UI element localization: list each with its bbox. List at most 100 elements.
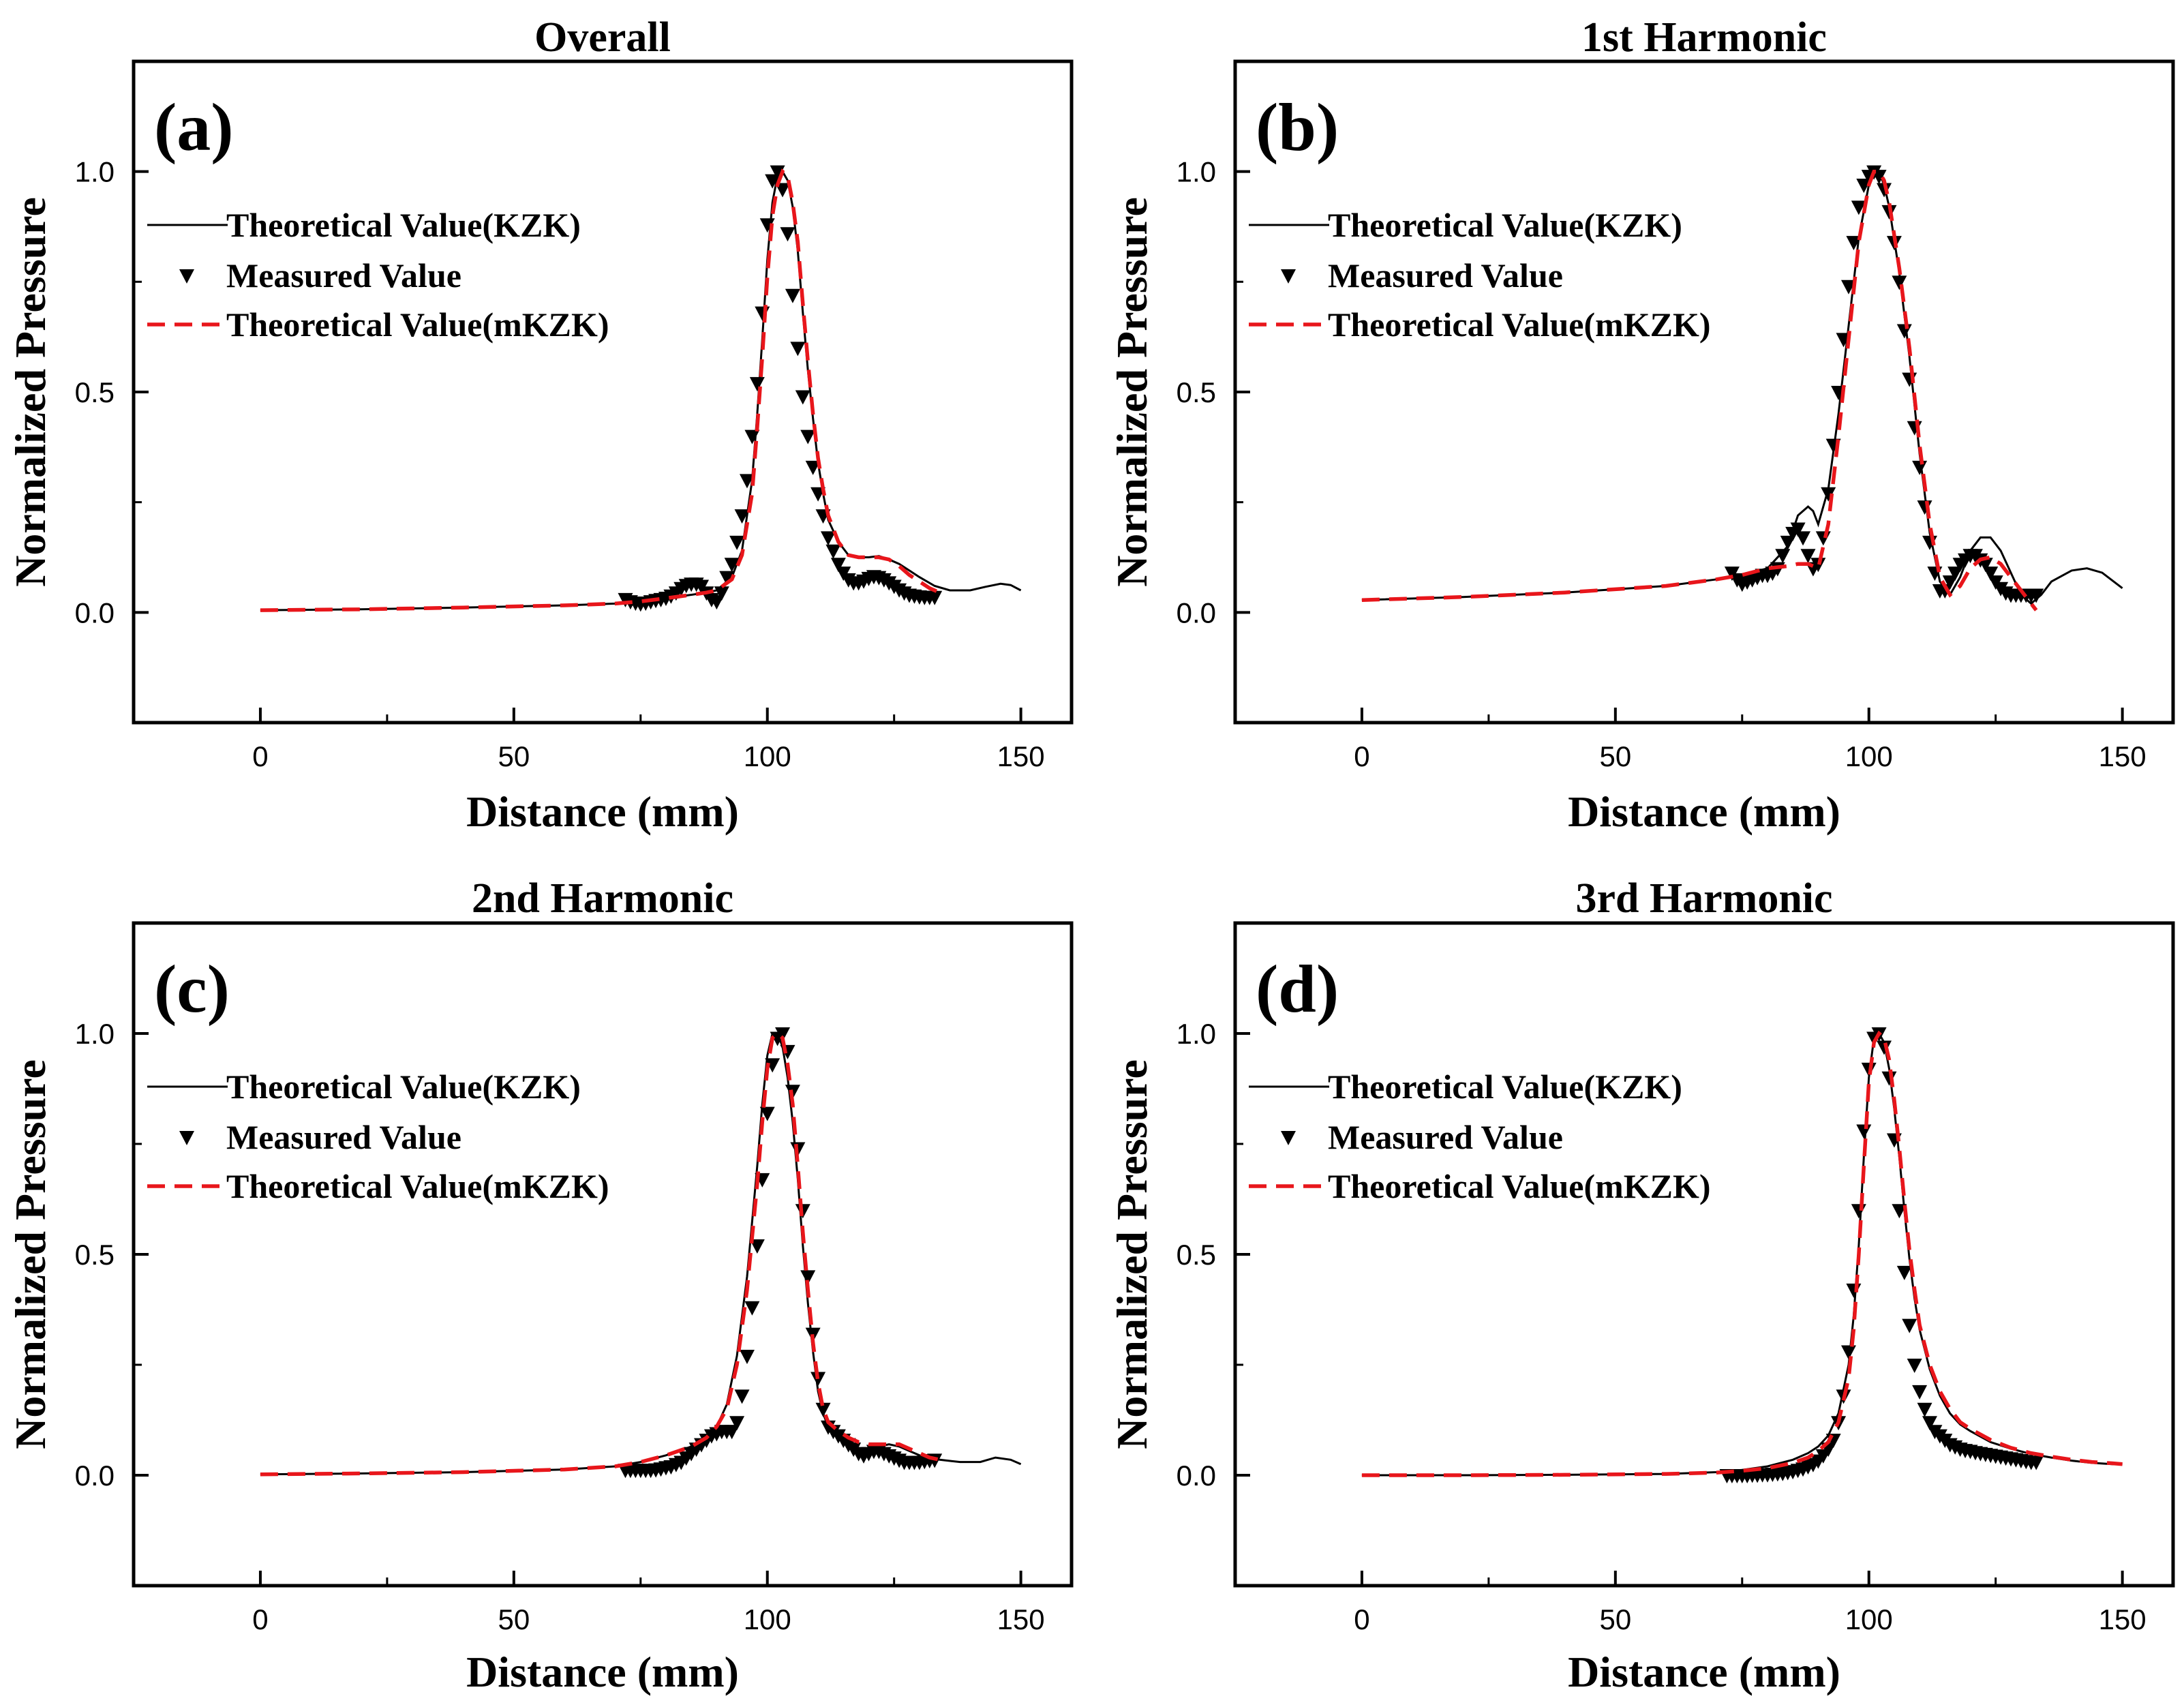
legend: Theoretical Value(KZK) Measured Value Theo…	[147, 206, 609, 344]
measured-point	[1942, 575, 1958, 590]
legend-measured-swatch	[1281, 269, 1296, 284]
x-tick-label: 0	[1354, 1603, 1369, 1635]
measured-point	[1917, 1402, 1932, 1417]
y-tick-label: 1.0	[75, 156, 115, 188]
y-axis-label: Normalized Pressure	[1108, 1059, 1156, 1449]
measured-point	[785, 288, 800, 303]
y-tick-label: 1.0	[1177, 1018, 1216, 1050]
measured-point	[1790, 522, 1806, 537]
x-tick-label: 100	[1845, 740, 1893, 772]
measured-point	[1977, 558, 1993, 573]
measured-point	[800, 429, 816, 444]
measured-point	[1896, 324, 1912, 339]
legend-measured-label: Measured Value	[226, 256, 461, 294]
measured-point	[1902, 1318, 1917, 1333]
measured-point	[1892, 1204, 1907, 1219]
x-tick-label: 150	[2099, 740, 2147, 772]
legend-measured-label: Measured Value	[226, 1118, 461, 1156]
legend-kzk-label: Theoretical Value(KZK)	[226, 206, 581, 244]
x-axis-label: Distance (mm)	[466, 787, 739, 836]
measured-markers	[1719, 1027, 2044, 1483]
measured-point	[927, 590, 943, 605]
measured-point	[1810, 558, 1826, 573]
chart-title: 3rd Harmonic	[1575, 875, 1832, 922]
plot-frame	[1233, 921, 2175, 1588]
x-axis-label: Distance (mm)	[1568, 1648, 1840, 1696]
legend-measured-swatch	[179, 1131, 194, 1145]
mkzk-dashed-line	[260, 1031, 941, 1477]
y-tick-label: 0.0	[1177, 1460, 1216, 1492]
measured-point	[830, 558, 846, 573]
measured-point	[1907, 1359, 1922, 1373]
x-axis-label: Distance (mm)	[1568, 787, 1840, 836]
y-axis-label: Normalized Pressure	[6, 1059, 55, 1449]
y-axis-label: Normalized Pressure	[6, 197, 55, 587]
legend-mkzk-label: Theoretical Value(mKZK)	[1328, 305, 1711, 344]
measured-point	[744, 1301, 760, 1316]
measured-point	[1937, 584, 1953, 599]
x-tick-label: 100	[1845, 1603, 1893, 1635]
x-tick-label: 100	[744, 740, 791, 772]
measured-point	[1896, 1265, 1912, 1280]
measured-point	[1775, 549, 1791, 564]
measured-point	[1856, 179, 1872, 194]
measured-point	[1815, 531, 1831, 546]
measured-point	[759, 1106, 775, 1121]
measured-point	[810, 1372, 826, 1387]
chart-panel-3: 2nd Harmonic (c) 0 50 100 150 0.0 0.5 1.0 Distanc…	[6, 875, 1074, 1696]
measured-point	[749, 1239, 765, 1254]
x-tick-label: 50	[1599, 1603, 1631, 1635]
measured-point	[749, 377, 765, 392]
x-tick-label: 150	[997, 740, 1045, 772]
measured-point	[1840, 280, 1856, 294]
kzk-line	[260, 170, 1022, 611]
plot-frame	[132, 921, 1074, 1588]
chart-panel-2: 1st Harmonic (b) 0 50 100 150 0.0 0.5 1.0 Distanc…	[1108, 14, 2175, 836]
chart-title: 2nd Harmonic	[472, 875, 733, 922]
mkzk-dashed-line	[260, 168, 941, 612]
y-tick-label: 0.0	[1177, 596, 1216, 629]
measured-point	[1877, 1040, 1892, 1055]
panel-label: (b)	[1256, 89, 1339, 165]
x-tick-label: 50	[1599, 740, 1631, 772]
measured-point	[724, 1425, 740, 1440]
x-tick-label: 0	[252, 1603, 268, 1635]
mkzk-dashed-line	[1361, 1030, 2123, 1477]
measured-point	[1922, 1416, 1937, 1431]
measured-point	[780, 1044, 795, 1059]
measured-point	[770, 165, 785, 180]
measured-point	[825, 544, 841, 559]
legend-kzk-label: Theoretical Value(KZK)	[1328, 1068, 1682, 1106]
measured-point	[780, 227, 795, 242]
y-tick-label: 0.0	[75, 1460, 115, 1492]
x-tick-label: 50	[498, 740, 530, 772]
legend-kzk-label: Theoretical Value(KZK)	[1328, 206, 1682, 244]
measured-point	[2029, 1455, 2044, 1470]
y-axis-label: Normalized Pressure	[1108, 197, 1156, 587]
chart-panel-1: Overall (a) 0 50 100 150 0.0 0.5 1.0 Distance (mm…	[6, 14, 1074, 836]
measured-point	[1877, 183, 1892, 198]
legend-kzk-label: Theoretical Value(KZK)	[226, 1068, 581, 1106]
measured-point	[1840, 1345, 1856, 1360]
measured-point	[729, 1416, 745, 1431]
plot-frame	[1233, 59, 2175, 725]
measured-point	[795, 390, 810, 405]
x-tick-label: 50	[498, 1603, 530, 1635]
chart-title: 1st Harmonic	[1581, 14, 1827, 61]
legend: Theoretical Value(KZK) Measured Value Theo…	[1249, 206, 1711, 344]
measured-point	[755, 306, 770, 321]
measured-point	[739, 1350, 755, 1365]
measured-point	[724, 558, 740, 573]
measured-point	[1780, 535, 1795, 550]
y-tick-label: 0.5	[75, 376, 115, 408]
measured-point	[1947, 567, 1963, 581]
y-tick-label: 0.0	[75, 596, 115, 629]
y-tick-label: 1.0	[1177, 156, 1216, 188]
y-tick-label: 0.5	[1177, 1239, 1216, 1271]
y-tick-label: 0.5	[75, 1239, 115, 1271]
measured-point	[775, 1027, 791, 1042]
legend-mkzk-label: Theoretical Value(mKZK)	[1328, 1167, 1711, 1205]
panel-label: (c)	[154, 951, 230, 1027]
measured-point	[759, 218, 775, 233]
measured-markers	[1724, 165, 2044, 603]
